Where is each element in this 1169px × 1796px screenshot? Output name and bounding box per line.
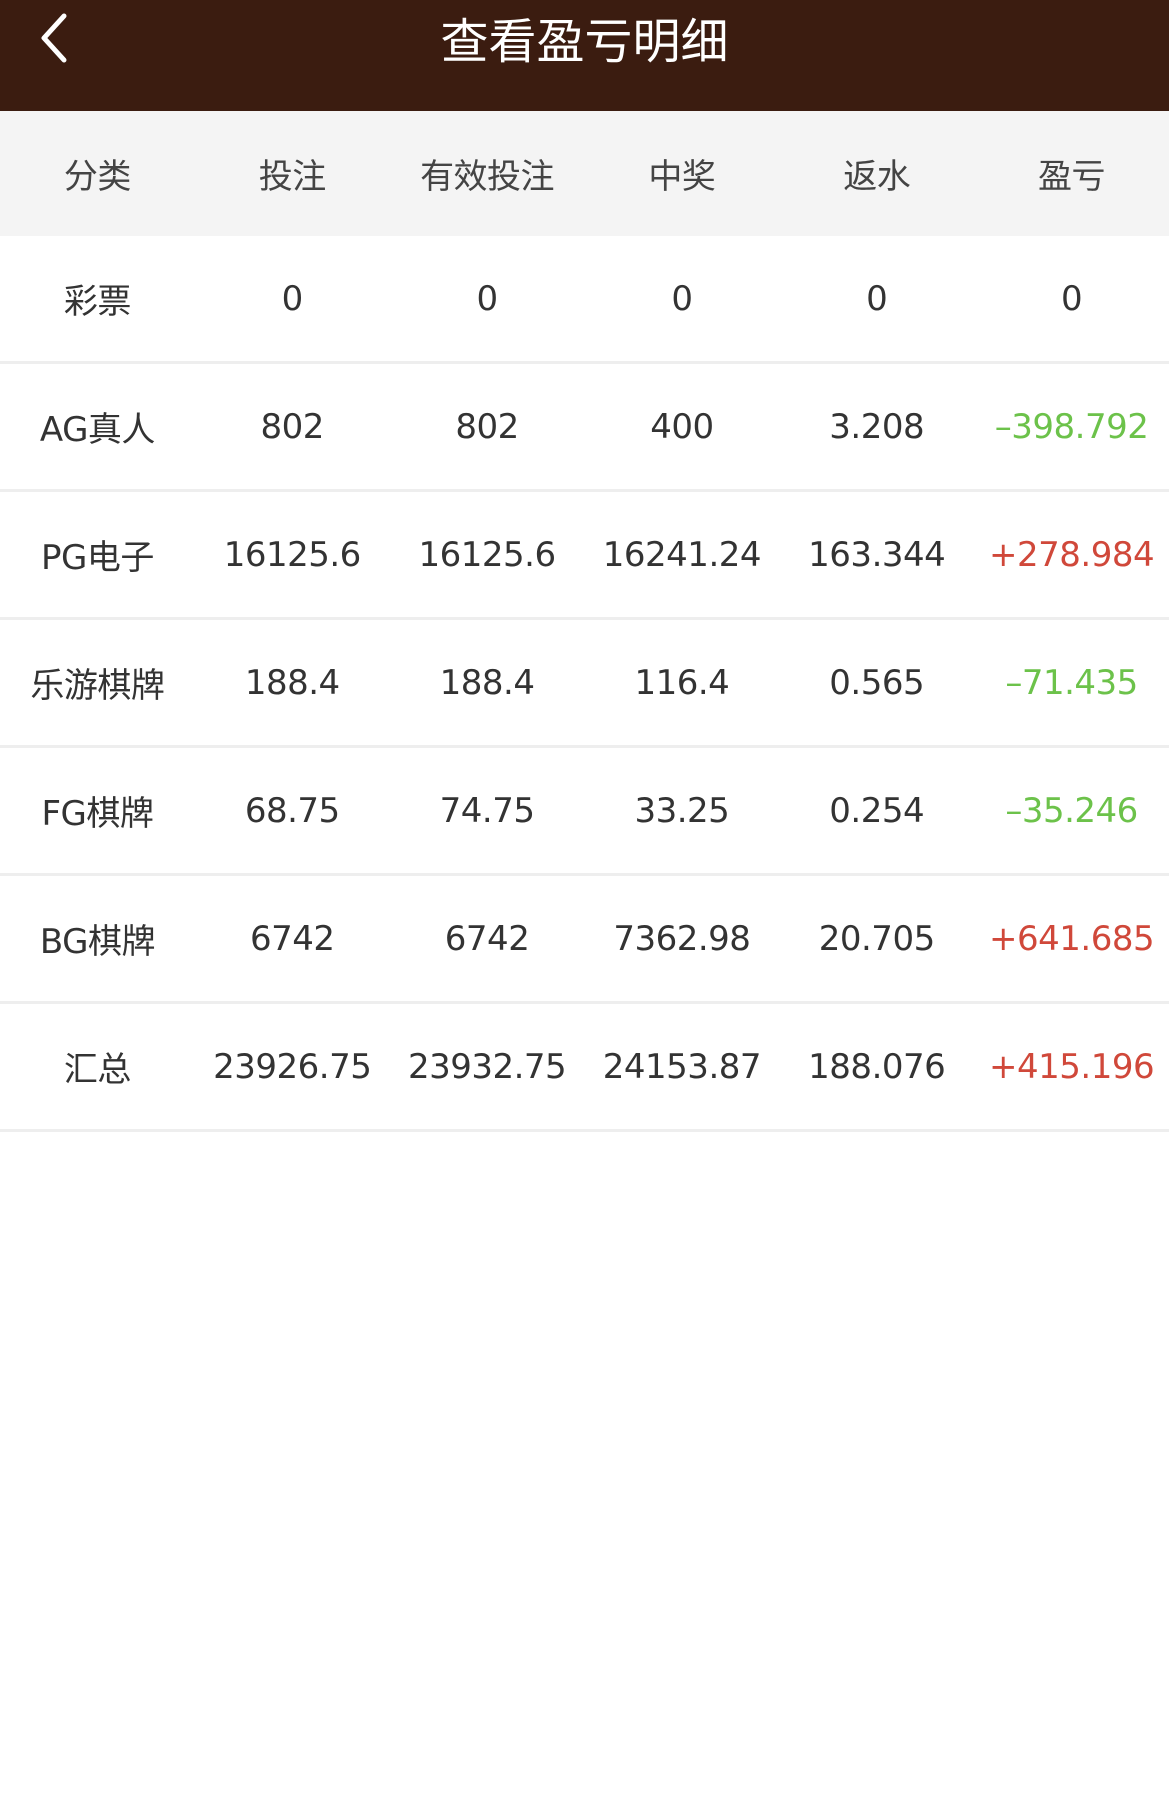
cell-valid-bet: 74.75	[439, 790, 535, 831]
profit-loss-table: 分类 投注 有效投注 中奖 返水 盈亏 彩票 0 0 0 0 0 AG真人 802 802 400…	[0, 111, 1169, 1132]
cell-winnings: 33.25	[634, 790, 730, 831]
column-header-valid-bet: 有效投注	[420, 157, 555, 197]
cell-category: 乐游棋牌	[30, 666, 165, 706]
column-header-winnings: 中奖	[648, 157, 716, 197]
cell-rebate: 20.705	[818, 918, 935, 959]
column-header-profit-loss: 盈亏	[1038, 157, 1106, 197]
cell-bet: 23926.75	[213, 1046, 372, 1087]
cell-rebate: 0.565	[829, 662, 925, 703]
cell-bet: 6742	[249, 918, 335, 959]
cell-profit-loss: +278.984	[989, 534, 1155, 575]
cell-profit-loss: –35.246	[1005, 790, 1138, 831]
cell-winnings: 16241.24	[602, 534, 762, 575]
cell-category: AG真人	[39, 410, 156, 450]
table-row: BG棋牌 6742 6742 7362.98 20.705 +641.685	[0, 876, 1169, 1004]
table-row: AG真人 802 802 400 3.208 –398.792	[0, 364, 1169, 492]
cell-rebate: 0	[866, 278, 888, 319]
back-button[interactable]	[34, 8, 84, 68]
cell-category: 彩票	[63, 282, 131, 322]
cell-category: 汇总	[63, 1050, 131, 1090]
page-title: 查看盈亏明细	[440, 14, 729, 70]
cell-profit-loss: +641.685	[989, 918, 1155, 959]
cell-profit-loss: –71.435	[1005, 662, 1138, 703]
table-row: PG电子 16125.6 16125.6 16241.24 163.344 +278.98…	[0, 492, 1169, 620]
column-header-category: 分类	[63, 157, 131, 197]
cell-profit-loss: 0	[1060, 278, 1083, 319]
cell-category: FG棋牌	[41, 794, 154, 834]
chevron-left-icon	[41, 13, 67, 63]
cell-valid-bet: 0	[476, 278, 499, 319]
cell-valid-bet: 23932.75	[407, 1046, 567, 1087]
column-header-bet: 投注	[258, 157, 326, 197]
column-header-rebate: 返水	[843, 157, 911, 197]
cell-rebate: 163.344	[808, 534, 946, 575]
nav-bar: 查看盈亏明细	[0, 0, 1169, 111]
cell-winnings: 7362.98	[613, 918, 751, 959]
cell-winnings: 0	[671, 278, 693, 319]
cell-winnings: 400	[650, 406, 714, 447]
cell-bet: 802	[260, 406, 325, 447]
cell-winnings: 116.4	[634, 662, 730, 703]
cell-category: PG电子	[40, 538, 154, 578]
cell-bet: 16125.6	[223, 534, 362, 575]
cell-valid-bet: 802	[455, 406, 519, 447]
cell-winnings: 24153.87	[602, 1046, 762, 1087]
table-row: 汇总 23926.75 23932.75 24153.87 188.076 +415.19…	[0, 1004, 1169, 1132]
cell-valid-bet: 188.4	[439, 662, 535, 703]
cell-bet: 188.4	[244, 662, 340, 703]
cell-rebate: 0.254	[829, 790, 925, 831]
cell-valid-bet: 6742	[444, 918, 530, 959]
table-row: FG棋牌 68.75 74.75 33.25 0.254 –35.246	[0, 748, 1169, 876]
cell-profit-loss: –398.792	[994, 406, 1149, 447]
cell-category: BG棋牌	[39, 922, 156, 962]
table-row: 乐游棋牌 188.4 188.4 116.4 0.565 –71.435	[0, 620, 1169, 748]
table-row: 彩票 0 0 0 0 0	[0, 236, 1169, 364]
cell-profit-loss: +415.196	[989, 1046, 1155, 1087]
cell-rebate: 3.208	[829, 406, 925, 447]
table-header: 分类 投注 有效投注 中奖 返水 盈亏	[0, 111, 1169, 236]
cell-bet: 0	[281, 278, 304, 319]
cell-rebate: 188.076	[808, 1046, 946, 1087]
cell-bet: 68.75	[244, 790, 340, 831]
cell-valid-bet: 16125.6	[418, 534, 557, 575]
